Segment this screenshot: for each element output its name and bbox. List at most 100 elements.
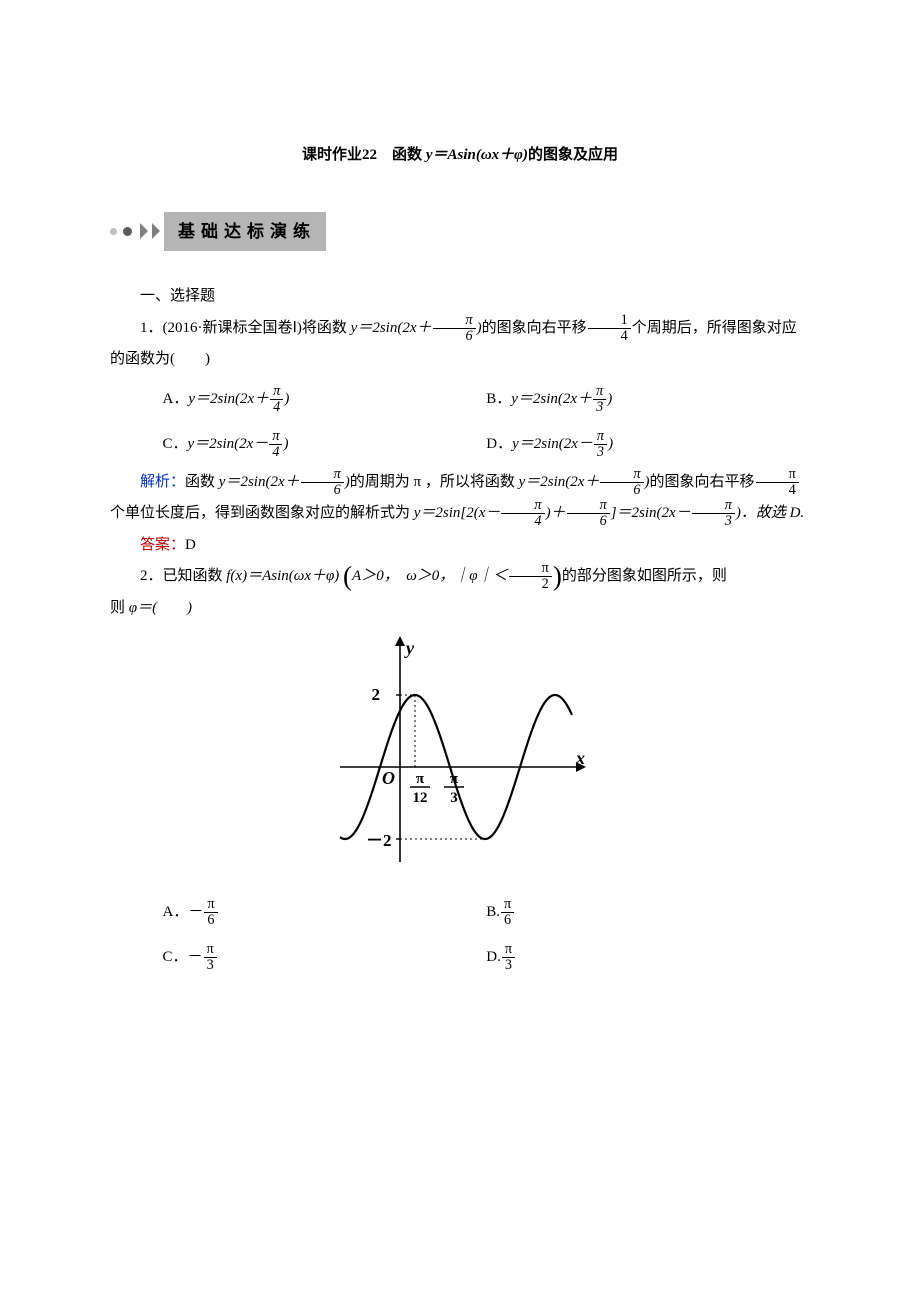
- math: y＝2sin[2(x－: [414, 505, 501, 521]
- den: 3: [204, 957, 217, 973]
- den: 3: [502, 957, 515, 973]
- fraction: π6: [600, 467, 643, 498]
- svg-text:O: O: [382, 768, 395, 788]
- text: )．故选 D.: [736, 505, 804, 521]
- option-d: D．y＝2sin(2x－π3): [486, 429, 810, 461]
- text: ): [284, 391, 289, 407]
- option-c: C．－π3: [163, 942, 487, 974]
- text: 1．(2016·新课标全国卷Ⅰ)将函数: [140, 320, 351, 336]
- fraction: π6: [301, 467, 344, 498]
- fraction: π6: [204, 897, 217, 928]
- num: π: [204, 897, 217, 912]
- option-c: C．y＝2sin(2x－π4): [163, 429, 487, 461]
- label: A．: [163, 391, 189, 407]
- num: π: [270, 384, 283, 399]
- num: π: [301, 467, 344, 482]
- paren-icon: (: [343, 561, 352, 591]
- question-1-answer: 答案：D: [110, 530, 810, 562]
- section-heading: 一、选择题: [110, 281, 810, 313]
- num: π: [692, 498, 735, 513]
- fraction: π3: [502, 942, 515, 973]
- dot-icon: [110, 228, 117, 235]
- den: 3: [692, 513, 735, 529]
- solution-label: 解析：: [140, 474, 185, 490]
- question-2-options: A．－π6 B.π6 C．－π3 D.π3: [110, 897, 810, 974]
- fraction: π4: [501, 498, 544, 529]
- label: C．: [163, 436, 188, 452]
- fraction: 14: [588, 313, 631, 344]
- den: 4: [756, 482, 799, 498]
- den: 4: [588, 328, 631, 344]
- num: π: [501, 498, 544, 513]
- text: 2．已知函数: [140, 568, 226, 584]
- answer-value: D: [185, 537, 196, 553]
- num: π: [600, 467, 643, 482]
- svg-text:12: 12: [413, 790, 428, 806]
- den: 4: [269, 444, 282, 460]
- math: A＞0， ω＞0，｜φ｜＜: [352, 568, 508, 584]
- dot-icon: [123, 227, 132, 236]
- fraction: π3: [594, 429, 607, 460]
- math: y＝2sin(2x＋: [511, 391, 592, 407]
- den: 4: [501, 513, 544, 529]
- fraction: π3: [204, 942, 217, 973]
- question-2-figure: yxO2－2π12π3: [110, 632, 810, 885]
- sign: －: [188, 949, 203, 965]
- sine-graph: yxO2－2π12π3: [330, 632, 590, 872]
- math: f(x)＝Asin(ωx＋φ): [226, 568, 339, 584]
- section-banner: 基础达标演练: [110, 212, 810, 252]
- fraction: π6: [567, 498, 610, 529]
- math: y＝2sin(2x＋: [188, 391, 269, 407]
- page-title: 课时作业22 函数 y＝Asin(ωx＋φ)的图象及应用: [110, 140, 810, 172]
- math: y＝2sin(2x－: [512, 436, 593, 452]
- text: 的部分图象如图所示，则: [562, 568, 727, 584]
- den: 3: [594, 444, 607, 460]
- option-a: A．－π6: [163, 897, 487, 929]
- option-a: A．y＝2sin(2x＋π4): [163, 384, 487, 416]
- text: y＝2sin(2x＋: [351, 320, 432, 336]
- fraction: π3: [692, 498, 735, 529]
- math: y＝2sin(2x＋: [519, 474, 600, 490]
- title-func: y＝Asin(ωx＋φ): [426, 147, 528, 163]
- svg-text:π: π: [450, 771, 459, 787]
- text: 个单位长度后，得到函数图象对应的解析式为: [110, 505, 414, 521]
- fraction: π3: [593, 384, 606, 415]
- num: π: [594, 429, 607, 444]
- fraction: π4: [269, 429, 282, 460]
- label: A．: [163, 904, 189, 920]
- option-b: B.π6: [486, 897, 810, 929]
- page: 课时作业22 函数 y＝Asin(ωx＋φ)的图象及应用 基础达标演练 一、选择…: [0, 0, 920, 1302]
- label: D．: [486, 436, 512, 452]
- text: 的周期为 π ，所以将函数: [350, 474, 519, 490]
- den: 6: [433, 328, 476, 344]
- label: C．: [163, 949, 188, 965]
- svg-text:x: x: [575, 748, 585, 768]
- option-b: B．y＝2sin(2x＋π3): [486, 384, 810, 416]
- num: 1: [588, 313, 631, 328]
- num: π: [433, 313, 476, 328]
- option-d: D.π3: [486, 942, 810, 974]
- text: 的图象向右平移: [482, 320, 587, 336]
- question-1-options: A．y＝2sin(2x＋π4) B．y＝2sin(2x＋π3) C．y＝2sin…: [110, 384, 810, 461]
- num: π: [204, 942, 217, 957]
- text: φ＝( ): [129, 600, 192, 616]
- num: π: [269, 429, 282, 444]
- title-suffix: 的图象及应用: [528, 147, 618, 163]
- text: 函数: [185, 474, 219, 490]
- question-1-stem: 1．(2016·新课标全国卷Ⅰ)将函数 y＝2sin(2x＋π6)的图象向右平移…: [110, 313, 810, 376]
- title-prefix: 课时作业22 函数: [302, 147, 426, 163]
- fraction: π4: [756, 467, 799, 498]
- svg-text:π: π: [416, 771, 425, 787]
- label: D.: [486, 949, 501, 965]
- text: ): [607, 391, 612, 407]
- text: )＋: [546, 505, 566, 521]
- num: π: [501, 897, 514, 912]
- answer-label: 答案：: [140, 537, 185, 553]
- svg-text:2: 2: [372, 685, 381, 704]
- den: 3: [593, 399, 606, 415]
- fraction: π6: [501, 897, 514, 928]
- svg-text:3: 3: [450, 790, 458, 806]
- paren-icon: ): [553, 561, 562, 591]
- label: B.: [486, 904, 500, 920]
- label: B．: [486, 391, 511, 407]
